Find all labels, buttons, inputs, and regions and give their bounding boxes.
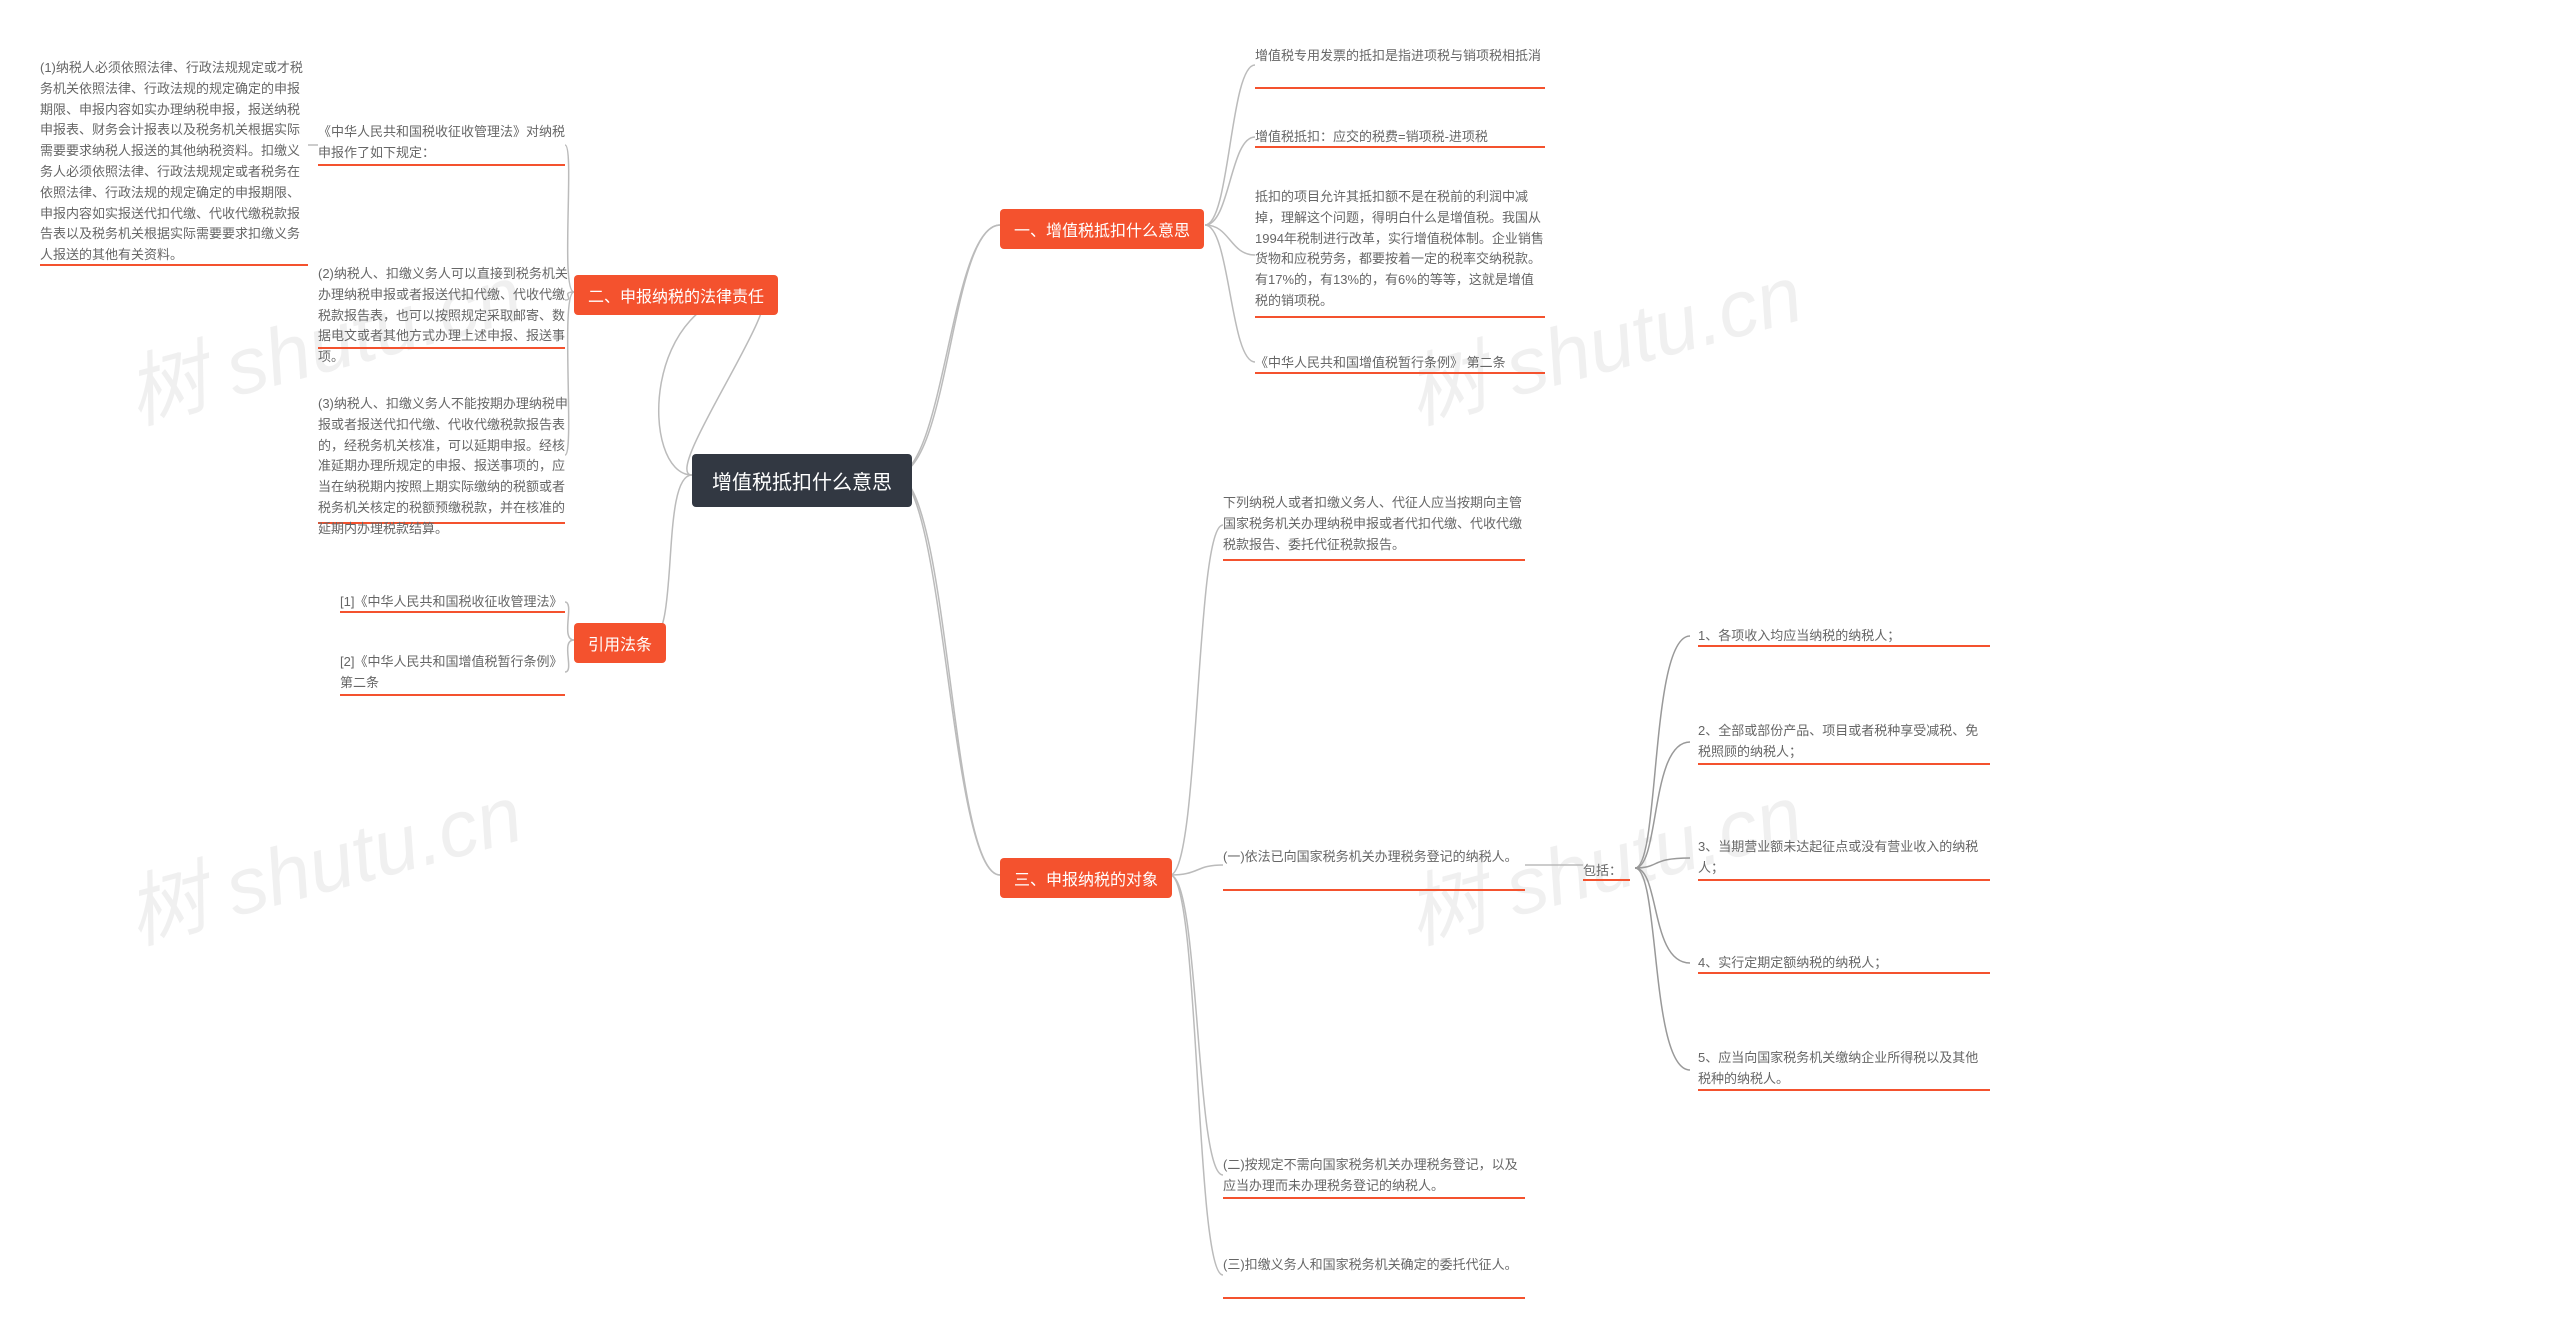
branch4-ref-1: [1]《中华人民共和国税收征收管理法》 <box>340 592 562 613</box>
branch3-item-3: 3、当期营业额未达起征点或没有营业收入的纳税人； <box>1698 837 1988 879</box>
branch-2: 二、申报纳税的法律责任 <box>574 275 778 315</box>
includes-label: 包括： <box>1583 860 1622 879</box>
branch2-leaf-1: (1)纳税人必须依照法律、行政法规规定或才税务机关依照法律、行政法规的规定确定的… <box>40 58 310 266</box>
branch-1: 一、增值税抵扣什么意思 <box>1000 209 1204 249</box>
branch3-item-5: 5、应当向国家税务机关缴纳企业所得税以及其他税种的纳税人。 <box>1698 1048 1988 1090</box>
branch3-item-1: 1、各项收入均应当纳税的纳税人； <box>1698 626 1900 647</box>
branch3-item-2: 2、全部或部份产品、项目或者税种享受减税、免税照顾的纳税人； <box>1698 721 1988 763</box>
branch3-intro: 下列纳税人或者扣缴义务人、代征人应当按期向主管国家税务机关办理纳税申报或者代扣代… <box>1223 493 1523 555</box>
branch2-intro: 《中华人民共和国税收征收管理法》对纳税申报作了如下规定： <box>318 122 568 164</box>
branch3-sub2: (二)按规定不需向国家税务机关办理税务登记，以及应当办理而未办理税务登记的纳税人… <box>1223 1155 1523 1197</box>
branch-4: 引用法条 <box>574 623 666 663</box>
center-node: 增值税抵扣什么意思 <box>692 454 912 507</box>
branch-3: 三、申报纳税的对象 <box>1000 858 1172 898</box>
branch1-leaf-2: 增值税抵扣：应交的税费=销项税-进项税 <box>1255 127 1488 148</box>
branch1-leaf-3: 抵扣的项目允许其抵扣额不是在税前的利润中减掉，理解这个问题，得明白什么是增值税。… <box>1255 187 1545 312</box>
branch2-leaf-3: (3)纳税人、扣缴义务人不能按期办理纳税申报或者报送代扣代缴、代收代缴税款报告表… <box>318 394 568 540</box>
branch3-sub1: (一)依法已向国家税务机关办理税务登记的纳税人。 <box>1223 847 1518 868</box>
branch2-leaf-2: (2)纳税人、扣缴义务人可以直接到税务机关办理纳税申报或者报送代扣代缴、代收代缴… <box>318 264 568 368</box>
branch3-item-4: 4、实行定期定额纳税的纳税人； <box>1698 953 1887 974</box>
branch3-sub3: (三)扣缴义务人和国家税务机关确定的委托代征人。 <box>1223 1255 1518 1276</box>
branch4-ref-2: [2]《中华人民共和国增值税暂行条例》 第二条 <box>340 652 570 694</box>
branch1-leaf-1: 增值税专用发票的抵扣是指进项税与销项税相抵消 <box>1255 46 1541 67</box>
branch1-leaf-4: 《中华人民共和国增值税暂行条例》 第二条 <box>1255 353 1506 374</box>
watermark: 树 shutu.cn <box>112 750 533 967</box>
